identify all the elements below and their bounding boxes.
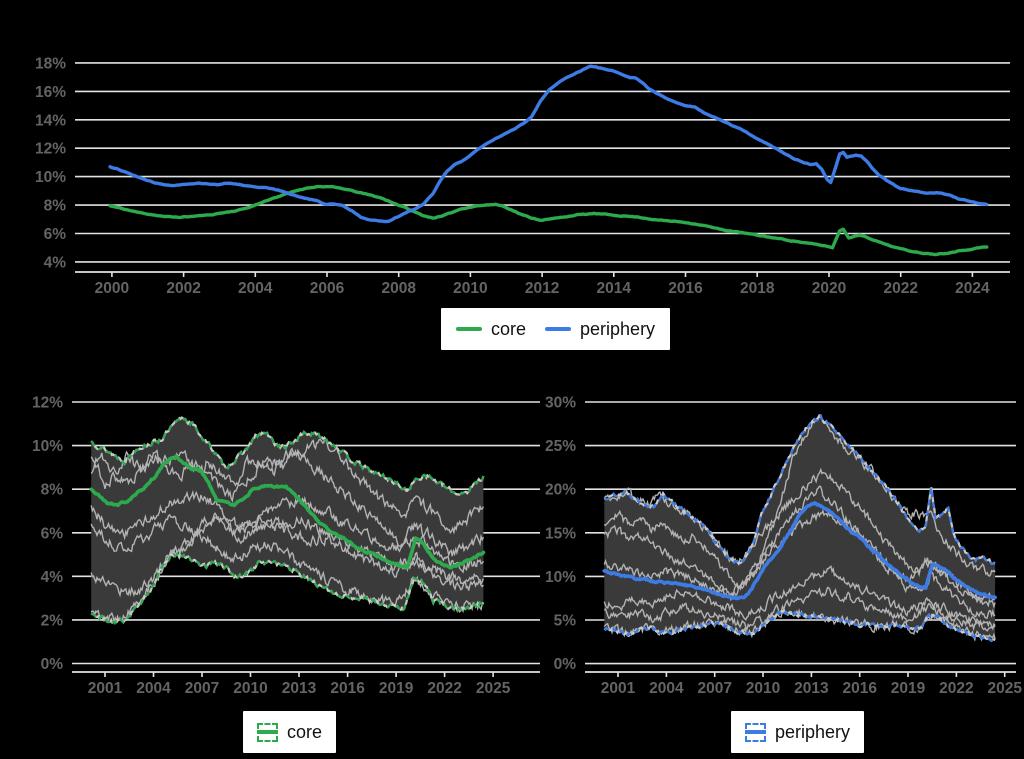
y-tick-label: 10% (545, 569, 576, 586)
member-line (90, 449, 485, 558)
member-line (90, 513, 484, 614)
y-tick-label: 18% (35, 55, 66, 72)
y-tick-label: 6% (41, 525, 64, 542)
chart-overview: 4% 6% 8% 10% 12% 14% 16% 18% 2000 2002 2004 2006 200… (35, 55, 1010, 297)
periphery-line-key-icon (545, 327, 572, 331)
x-tick-label: 2018 (740, 280, 775, 297)
x-tick-label: 2008 (381, 280, 416, 297)
member-line (603, 565, 996, 631)
x-tick-label: 2004 (238, 280, 273, 297)
x-tick-label: 2013 (794, 680, 829, 697)
member-line (603, 586, 996, 632)
legend-label-core-panel: core (287, 722, 323, 742)
x-tick-label: 2022 (883, 280, 917, 297)
y-tick-label: 30% (545, 395, 576, 412)
x-tick-label: 2014 (597, 280, 632, 297)
y-tick-label: 14% (35, 112, 66, 129)
y-tick-label: 0% (554, 656, 577, 673)
periphery-band-key-icon (745, 722, 766, 742)
x-tick-label: 2010 (746, 680, 780, 697)
x-tick-label: 2007 (185, 680, 219, 697)
legend-label-periphery: periphery (580, 319, 656, 339)
x-tick-label: 2016 (842, 680, 877, 697)
member-line (603, 608, 996, 642)
x-tick-label: 2001 (601, 680, 636, 697)
chart-panel-core: 0% 2% 4% 6% 8% 10% 12% 2001 2004 2007 2010 2013 2016… (32, 395, 540, 697)
member-line (90, 436, 485, 535)
x-tick-label: 2001 (88, 680, 123, 697)
x-tick-label: 2004 (649, 680, 684, 697)
legend-core-panel: core (243, 711, 337, 753)
core-line-key-icon (456, 327, 482, 331)
x-tick-label: 2007 (697, 680, 731, 697)
y-tick-label: 10% (32, 438, 63, 455)
y-tick-label: 6% (44, 226, 67, 243)
y-tick-label: 12% (32, 395, 63, 412)
x-tick-label: 2020 (812, 280, 846, 297)
x-tick-label: 2016 (668, 280, 703, 297)
y-tick-label: 12% (35, 141, 66, 158)
y-tick-label: 5% (554, 613, 577, 630)
core-line (108, 184, 989, 257)
legend-item-periphery: periphery (545, 320, 655, 338)
core-median-line (89, 454, 486, 570)
y-tick-label: 8% (44, 198, 67, 215)
y-tick-label: 20% (545, 482, 576, 499)
x-tick-label: 2019 (891, 680, 926, 697)
legend-overview: core periphery (441, 308, 671, 350)
core-band-key-icon (257, 722, 278, 742)
member-line (603, 415, 996, 598)
envelope-dashed-line (603, 608, 996, 643)
x-tick-label: 2000 (95, 280, 129, 297)
member-line (90, 514, 484, 598)
y-tick-label: 0% (41, 656, 64, 673)
x-tick-label: 2025 (476, 680, 511, 697)
x-tick-label: 2010 (233, 680, 267, 697)
legend-label-core: core (491, 319, 527, 339)
x-tick-label: 2025 (987, 680, 1022, 697)
periphery-line (108, 64, 989, 224)
y-tick-label: 8% (41, 482, 64, 499)
x-tick-label: 2022 (427, 680, 461, 697)
member-line (603, 509, 996, 609)
chart-panel-periphery: 0% 5% 10% 15% 20% 25% 30% 2001 2004 2007 2010 2013 2… (545, 395, 1022, 698)
x-tick-label: 2016 (330, 680, 365, 697)
legend-periphery-panel: periphery (731, 711, 865, 753)
member-line (603, 467, 996, 602)
y-tick-label: 25% (545, 438, 576, 455)
y-tick-label: 15% (545, 525, 576, 542)
x-tick-label: 2013 (282, 680, 317, 697)
y-tick-label: 4% (41, 569, 64, 586)
y-tick-label: 2% (41, 612, 64, 629)
x-tick-label: 2022 (939, 680, 973, 697)
y-tick-label: 16% (35, 84, 66, 101)
x-tick-label: 2004 (136, 680, 171, 697)
x-tick-label: 2010 (453, 280, 487, 297)
envelope-dashed-line (603, 414, 996, 566)
y-tick-label: 10% (35, 169, 66, 186)
x-tick-label: 2019 (379, 680, 414, 697)
y-tick-label: 4% (44, 254, 67, 271)
envelope-dashed-line (90, 552, 485, 625)
envelope-dashed-line (90, 416, 485, 496)
legend-label-periphery-panel: periphery (775, 722, 851, 742)
x-tick-label: 2006 (310, 280, 345, 297)
periphery-median-line (602, 501, 997, 601)
x-tick-label: 2012 (525, 280, 559, 297)
x-tick-label: 2002 (166, 280, 200, 297)
x-tick-label: 2024 (955, 280, 990, 297)
legend-item-core: core (456, 320, 526, 338)
